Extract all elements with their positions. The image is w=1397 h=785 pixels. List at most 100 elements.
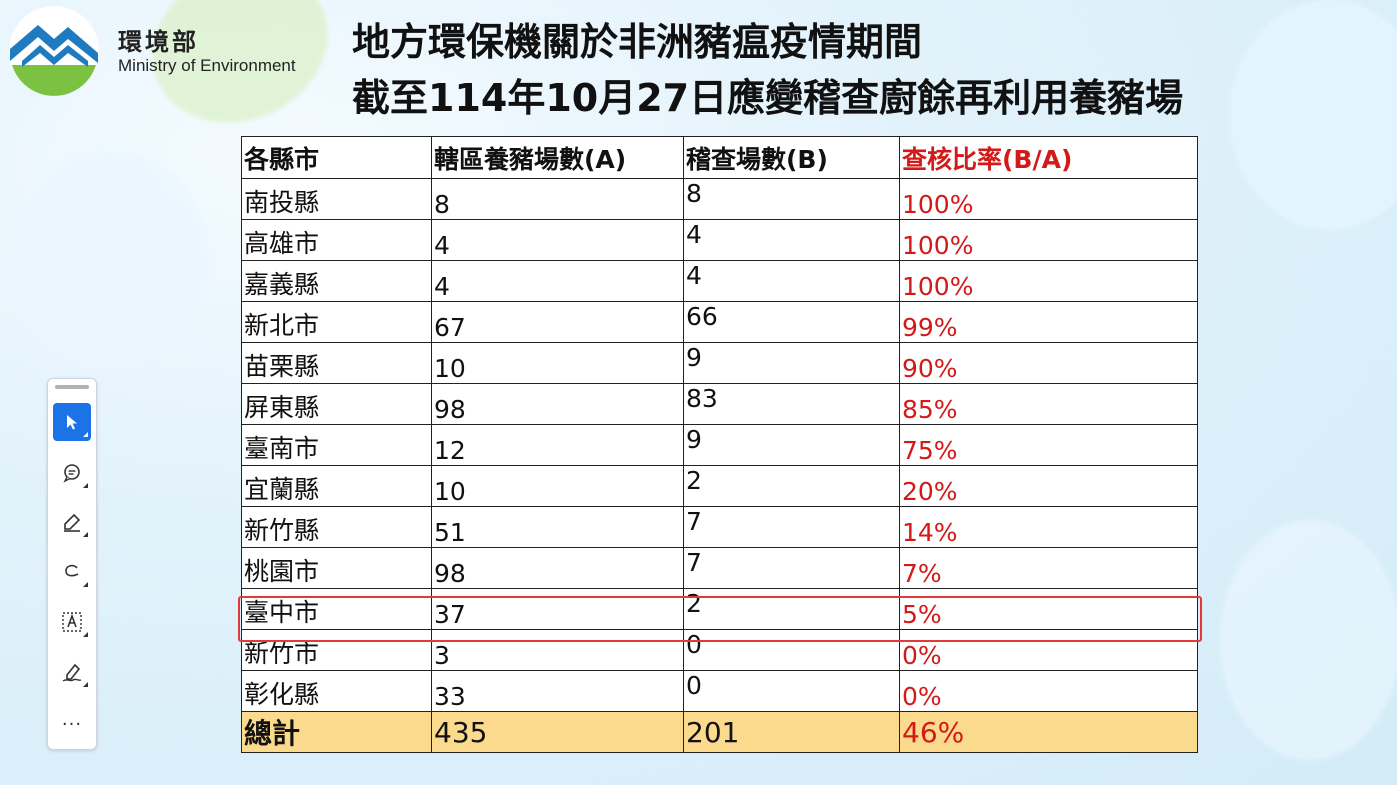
cell-inspected-count: 2 bbox=[683, 465, 900, 507]
table-row: 桃園市 98 7 7% bbox=[241, 547, 1198, 589]
cell-farm-count: 37 bbox=[431, 588, 684, 630]
cell-inspected-count: 66 bbox=[683, 301, 900, 343]
cell-farm-count: 12 bbox=[431, 424, 684, 466]
background-glow bbox=[1220, 520, 1397, 760]
cell-county: 南投縣 bbox=[241, 178, 432, 220]
more-options-button[interactable]: ... bbox=[61, 709, 83, 730]
cell-inspection-ratio: 0% bbox=[899, 629, 1198, 671]
cell-inspected-count: 7 bbox=[683, 547, 900, 589]
highlighter-pen-icon bbox=[64, 513, 81, 532]
select-tool-button[interactable] bbox=[53, 403, 91, 441]
background-glow bbox=[10, 150, 210, 370]
cell-county: 桃園市 bbox=[241, 547, 432, 589]
cell-farm-count: 4 bbox=[431, 219, 684, 261]
signature-pen-icon bbox=[62, 663, 82, 682]
comment-tool-button[interactable] bbox=[53, 454, 91, 492]
toolbar-drag-handle[interactable] bbox=[55, 385, 89, 389]
table-row: 南投縣 8 8 100% bbox=[241, 178, 1198, 220]
cell-county: 臺南市 bbox=[241, 424, 432, 466]
table-row: 新竹縣 51 7 14% bbox=[241, 506, 1198, 548]
table-row: 高雄市 4 4 100% bbox=[241, 219, 1198, 261]
ministry-logo-icon bbox=[9, 6, 99, 96]
cell-inspection-ratio: 85% bbox=[899, 383, 1198, 425]
cell-farm-count: 33 bbox=[431, 670, 684, 712]
cell-county: 臺中市 bbox=[241, 588, 432, 630]
header-county: 各縣市 bbox=[241, 136, 432, 179]
cell-county: 屏東縣 bbox=[241, 383, 432, 425]
table-row: 苗栗縣 10 9 90% bbox=[241, 342, 1198, 384]
cell-inspected-count: 8 bbox=[683, 178, 900, 220]
table-row: 嘉義縣 4 4 100% bbox=[241, 260, 1198, 302]
table-row: 臺中市 37 2 5% bbox=[241, 588, 1198, 630]
cell-farm-count: 3 bbox=[431, 629, 684, 671]
cell-inspection-ratio: 100% bbox=[899, 219, 1198, 261]
cell-farm-count: 98 bbox=[431, 383, 684, 425]
header-farm-count: 轄區養豬場數(A) bbox=[431, 136, 684, 179]
cell-total-ratio: 46% bbox=[899, 711, 1198, 753]
cell-county: 新竹市 bbox=[241, 629, 432, 671]
cell-county: 新北市 bbox=[241, 301, 432, 343]
cell-inspected-count: 2 bbox=[683, 588, 900, 630]
table-row: 臺南市 12 9 75% bbox=[241, 424, 1198, 466]
cell-farm-count: 8 bbox=[431, 178, 684, 220]
header-inspected-count: 稽查場數(B) bbox=[683, 136, 900, 179]
table-header-row: 各縣市 轄區養豬場數(A) 稽查場數(B) 查核比率(B/A) bbox=[241, 136, 1198, 179]
cell-total-farm-count: 435 bbox=[431, 711, 684, 753]
cell-inspection-ratio: 7% bbox=[899, 547, 1198, 589]
table-row: 彰化縣 33 0 0% bbox=[241, 670, 1198, 712]
cell-county: 彰化縣 bbox=[241, 670, 432, 712]
cell-inspection-ratio: 75% bbox=[899, 424, 1198, 466]
table-row: 屏東縣 98 83 85% bbox=[241, 383, 1198, 425]
table-row: 新竹市 3 0 0% bbox=[241, 629, 1198, 671]
cell-county: 苗栗縣 bbox=[241, 342, 432, 384]
cell-farm-count: 10 bbox=[431, 342, 684, 384]
cell-inspection-ratio: 0% bbox=[899, 670, 1198, 712]
cell-inspection-ratio: 99% bbox=[899, 301, 1198, 343]
slide-title-line2: 截至114年10月27日應變稽查廚餘再利用養豬場 bbox=[352, 76, 1184, 120]
slide-title: 地方環保機關於非洲豬瘟疫情期間 截至114年10月27日應變稽查廚餘再利用養豬場 bbox=[352, 14, 1183, 126]
cell-total-label: 總計 bbox=[241, 711, 432, 753]
annotation-toolbar: ... bbox=[47, 378, 97, 750]
cell-inspected-count: 7 bbox=[683, 506, 900, 548]
cell-farm-count: 51 bbox=[431, 506, 684, 548]
cell-inspection-ratio: 100% bbox=[899, 260, 1198, 302]
table-row: 宜蘭縣 10 2 20% bbox=[241, 465, 1198, 507]
cursor-arrow-icon bbox=[67, 415, 77, 430]
table-row: 新北市 67 66 99% bbox=[241, 301, 1198, 343]
cell-total-inspected-count: 201 bbox=[683, 711, 900, 753]
sign-tool-button[interactable] bbox=[53, 653, 91, 691]
cell-inspected-count: 4 bbox=[683, 260, 900, 302]
cell-farm-count: 4 bbox=[431, 260, 684, 302]
slide-title-line1: 地方環保機關於非洲豬瘟疫情期間 bbox=[352, 20, 923, 64]
draw-tool-button[interactable] bbox=[53, 553, 91, 591]
freehand-draw-icon bbox=[65, 564, 79, 577]
logo-chinese-name: 環境部 bbox=[118, 27, 199, 56]
cell-farm-count: 98 bbox=[431, 547, 684, 589]
cell-inspected-count: 0 bbox=[683, 629, 900, 671]
cell-county: 宜蘭縣 bbox=[241, 465, 432, 507]
cell-inspected-count: 9 bbox=[683, 342, 900, 384]
table-total-row: 總計 435 201 46% bbox=[241, 711, 1198, 753]
cell-farm-count: 10 bbox=[431, 465, 684, 507]
cell-county: 新竹縣 bbox=[241, 506, 432, 548]
cell-inspection-ratio: 20% bbox=[899, 465, 1198, 507]
cell-inspected-count: 4 bbox=[683, 219, 900, 261]
comment-icon bbox=[63, 464, 80, 483]
cell-inspected-count: 0 bbox=[683, 670, 900, 712]
cell-farm-count: 67 bbox=[431, 301, 684, 343]
cell-inspection-ratio: 100% bbox=[899, 178, 1198, 220]
cell-inspection-ratio: 90% bbox=[899, 342, 1198, 384]
cell-inspection-ratio: 5% bbox=[899, 588, 1198, 630]
cell-inspected-count: 83 bbox=[683, 383, 900, 425]
cell-county: 嘉義縣 bbox=[241, 260, 432, 302]
highlight-tool-button[interactable] bbox=[53, 503, 91, 541]
text-box-tool-button[interactable] bbox=[53, 603, 91, 641]
cell-inspection-ratio: 14% bbox=[899, 506, 1198, 548]
background-glow bbox=[1230, 0, 1397, 230]
cell-county: 高雄市 bbox=[241, 219, 432, 261]
header-inspection-ratio: 查核比率(B/A) bbox=[899, 136, 1198, 179]
logo-english-name: Ministry of Environment bbox=[118, 56, 296, 75]
cell-inspected-count: 9 bbox=[683, 424, 900, 466]
inspection-table: 各縣市 轄區養豬場數(A) 稽查場數(B) 查核比率(B/A) 南投縣 8 8 100… bbox=[241, 136, 1198, 753]
text-box-icon bbox=[62, 612, 82, 632]
